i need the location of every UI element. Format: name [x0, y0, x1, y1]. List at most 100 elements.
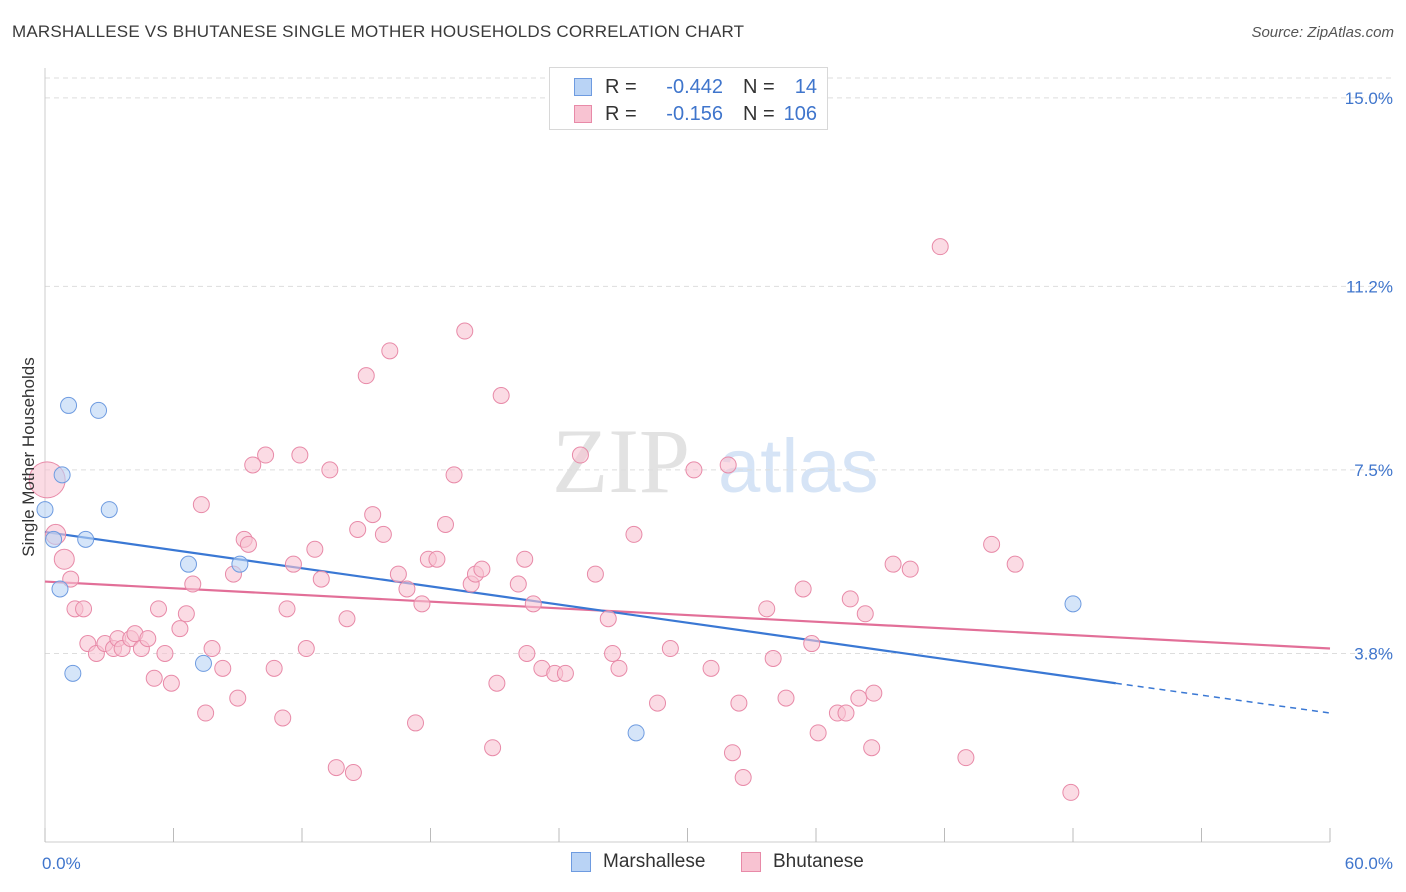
- series-legend: Marshallese Bhutanese: [0, 851, 1406, 877]
- bhutanese-point: [145, 669, 163, 687]
- marshallese-point: [627, 724, 645, 742]
- marshallese-point: [77, 530, 95, 548]
- bhutanese-swatch: [741, 852, 761, 872]
- bhutanese-point: [777, 689, 795, 707]
- bhutanese-point: [327, 759, 345, 777]
- bhutanese-point: [837, 704, 855, 722]
- bhutanese-point: [284, 555, 302, 573]
- marshallese-point: [64, 664, 82, 682]
- bhutanese-point: [445, 466, 463, 484]
- bhutanese-point: [75, 600, 93, 618]
- bhutanese-point: [473, 560, 491, 578]
- marshallese-point: [231, 555, 249, 573]
- bhutanese-point: [428, 550, 446, 568]
- y-tick-label: 11.2%: [1346, 277, 1393, 296]
- marshallese-trend-line: [44, 530, 1116, 685]
- bhutanese-point: [53, 548, 75, 570]
- legend-item-bhutanese[interactable]: Bhutanese: [741, 851, 864, 873]
- marshallese-point: [36, 501, 54, 519]
- bhutanese-point: [516, 550, 534, 568]
- bhutanese-point: [357, 367, 375, 385]
- bhutanese-point: [719, 456, 737, 474]
- bhutanese-point: [265, 659, 283, 677]
- marshallese-point: [90, 401, 108, 419]
- n-label: N =: [743, 75, 775, 98]
- legend-item-marshallese[interactable]: Marshallese: [571, 851, 705, 873]
- bhutanese-point: [150, 600, 168, 618]
- bhutanese-point: [661, 640, 679, 658]
- bhutanese-point: [389, 565, 407, 583]
- bhutanese-point: [983, 535, 1001, 553]
- bhutanese-point: [214, 659, 232, 677]
- bhutanese-point: [794, 580, 812, 598]
- bhutanese-point: [229, 689, 247, 707]
- r-label: R =: [605, 102, 637, 125]
- bhutanese-point: [436, 515, 454, 533]
- y-tick-label: 3.8%: [1354, 644, 1393, 663]
- y-axis-label: Single Mother Households: [19, 357, 38, 556]
- bhutanese-point: [484, 739, 502, 757]
- marshallese-point: [60, 396, 78, 414]
- bhutanese-point: [850, 689, 868, 707]
- bhutanese-point: [156, 644, 174, 662]
- bhutanese-point: [177, 605, 195, 623]
- correlation-legend: R = -0.442 N = 14 R = -0.156 N = 106: [549, 67, 828, 130]
- bhutanese-point: [488, 674, 506, 692]
- bhutanese-point: [398, 580, 416, 598]
- bhutanese-point: [184, 575, 202, 593]
- bhutanese-point: [734, 769, 752, 787]
- bhutanese-point: [901, 560, 919, 578]
- bhutanese-point: [306, 540, 324, 558]
- legend-label: Marshallese: [603, 851, 706, 872]
- bhutanese-point: [321, 461, 339, 479]
- bhutanese-point: [312, 570, 330, 588]
- bhutanese-point: [856, 605, 874, 623]
- bhutanese-point: [139, 630, 157, 648]
- x-tick-label: 60.0%: [1345, 854, 1393, 873]
- bhutanese-point: [413, 595, 431, 613]
- bhutanese-point: [1062, 783, 1080, 801]
- marshallese-swatch: [574, 78, 592, 96]
- x-tick-label: 0.0%: [42, 854, 81, 873]
- trend-lines: [44, 530, 1331, 714]
- watermark-zip: ZIP: [552, 410, 690, 512]
- tick-labels: 3.8% 7.5% 11.2% 15.0% 0.0% 60.0%: [42, 89, 1393, 873]
- bhutanese-point: [338, 610, 356, 628]
- bhutanese-point: [957, 749, 975, 767]
- bhutanese-point: [518, 644, 536, 662]
- bhutanese-point: [604, 644, 622, 662]
- bhutanese-point: [291, 446, 309, 464]
- y-tick-label: 7.5%: [1354, 461, 1393, 480]
- bhutanese-trend-line: [44, 580, 1331, 650]
- bhutanese-point: [809, 724, 827, 742]
- bhutanese-point: [162, 674, 180, 692]
- marshallese-point: [1064, 595, 1082, 613]
- bhutanese-point: [349, 520, 367, 538]
- bhutanese-point: [841, 590, 859, 608]
- r-value: -0.156: [666, 102, 723, 125]
- bhutanese-point: [192, 496, 210, 514]
- bhutanese-point: [274, 709, 292, 727]
- bhutanese-point: [865, 684, 883, 702]
- bhutanese-point: [758, 600, 776, 618]
- bhutanese-point: [649, 694, 667, 712]
- legend-row-marshallese: R = -0.442 N = 14: [574, 74, 817, 100]
- bhutanese-point: [803, 635, 821, 653]
- bhutanese-point: [456, 322, 474, 340]
- legend-label: Bhutanese: [773, 851, 864, 872]
- bhutanese-point: [381, 342, 399, 360]
- bhutanese-point: [884, 555, 902, 573]
- n-label: N =: [743, 102, 775, 125]
- r-label: R =: [605, 75, 637, 98]
- bhutanese-point: [599, 610, 617, 628]
- n-value: 106: [783, 102, 817, 125]
- bhutanese-point: [62, 570, 80, 588]
- marshallese-point: [51, 580, 69, 598]
- bhutanese-point: [764, 649, 782, 667]
- watermark-atlas: atlas: [718, 424, 879, 509]
- bhutanese-point: [171, 620, 189, 638]
- bhutanese-point: [407, 714, 425, 732]
- marshallese-swatch: [571, 852, 591, 872]
- source-label: Source: ZipAtlas.com: [1251, 24, 1394, 41]
